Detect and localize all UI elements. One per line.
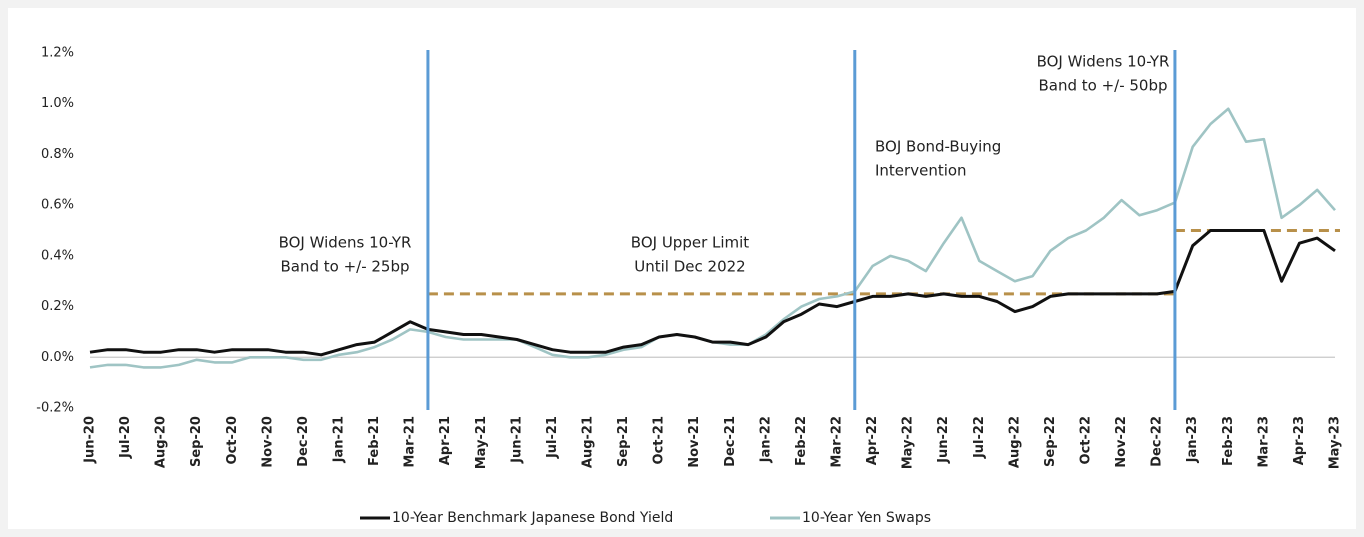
x-tick-label: Apr-23 (1292, 416, 1307, 465)
x-tick-label: Jan-22 (758, 416, 773, 463)
legend-label: 10-Year Benchmark Japanese Bond Yield (392, 510, 673, 526)
x-tick-label: Dec-20 (296, 416, 311, 467)
legend-label: 10-Year Yen Swaps (802, 510, 931, 526)
x-tick-label: Nov-22 (1114, 416, 1129, 468)
x-tick-label: Sep-20 (189, 416, 204, 467)
x-tick-label: Apr-21 (438, 416, 453, 465)
y-tick-label: 1.2% (41, 46, 74, 61)
x-tick-label: Sep-22 (1043, 416, 1058, 467)
y-tick-label: 0.4% (41, 248, 74, 263)
x-tick-label: Sep-21 (616, 416, 631, 467)
x-tick-label: Apr-22 (865, 416, 880, 465)
x-tick-label: Feb-22 (794, 416, 809, 466)
x-tick-label: Feb-21 (367, 416, 382, 466)
annotation: BOJ Bond-Buying (875, 138, 1001, 156)
x-tick-label: Aug-20 (154, 416, 169, 468)
y-tick-label: -0.2% (36, 401, 74, 416)
x-tick-label: Feb-23 (1221, 416, 1236, 466)
annotation: BOJ Widens 10-YR (279, 234, 412, 252)
x-tick-label: Jan-21 (332, 416, 347, 463)
x-tick-label: Oct-20 (225, 416, 240, 464)
y-tick-label: 0.6% (41, 198, 74, 213)
x-tick-label: May-21 (474, 416, 489, 469)
y-tick-label: 0.2% (41, 299, 74, 314)
x-tick-label: Jun-21 (509, 416, 524, 464)
annotation: BOJ Upper Limit (631, 234, 750, 252)
x-tick-label: Mar-23 (1256, 416, 1271, 468)
x-tick-label: Aug-22 (1007, 416, 1022, 468)
x-tick-label: May-23 (1328, 416, 1343, 469)
x-tick-label: Dec-22 (1150, 416, 1165, 467)
x-tick-label: Jul-20 (118, 416, 133, 459)
x-tick-label: Jun-20 (83, 416, 98, 464)
y-tick-label: 0.0% (41, 350, 74, 365)
y-tick-label: 0.8% (41, 147, 74, 162)
x-tick-label: Oct-22 (1079, 416, 1094, 464)
series-line (89, 229, 1336, 357)
x-tick-label: Aug-21 (581, 416, 596, 468)
annotation: Intervention (875, 162, 967, 180)
x-tick-label: Jul-21 (545, 416, 560, 459)
x-tick-label: Jul-22 (972, 416, 987, 459)
annotation: BOJ Widens 10-YR (1037, 53, 1170, 71)
annotation: Until Dec 2022 (634, 258, 745, 276)
x-tick-label: May-22 (901, 416, 916, 469)
x-tick-label: Nov-20 (260, 416, 275, 468)
annotation: Band to +/- 50bp (1038, 77, 1167, 95)
x-tick-label: Mar-21 (403, 416, 418, 468)
x-tick-label: Dec-21 (723, 416, 738, 467)
x-tick-label: Nov-21 (687, 416, 702, 468)
chart-background (8, 8, 1356, 529)
x-tick-label: Mar-22 (830, 416, 845, 468)
x-tick-label: Jan-23 (1185, 416, 1200, 463)
annotation: Band to +/- 25bp (280, 258, 409, 276)
y-tick-label: 1.0% (41, 96, 74, 111)
x-tick-label: Jun-22 (936, 416, 951, 464)
x-tick-label: Oct-21 (652, 416, 667, 464)
